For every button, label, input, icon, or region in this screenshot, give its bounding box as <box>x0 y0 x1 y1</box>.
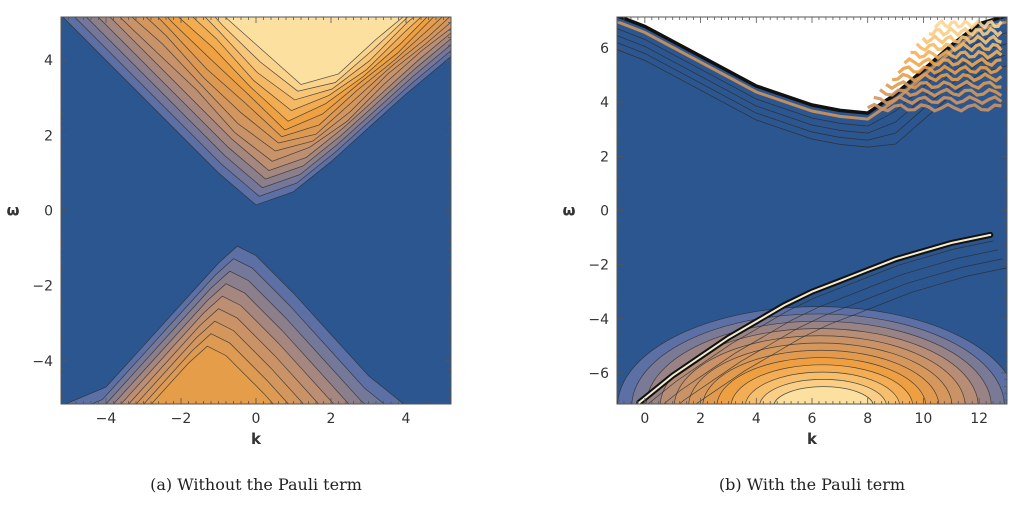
x-tick-label: −2 <box>171 411 192 427</box>
y-tick-label: −4 <box>32 354 53 370</box>
upper-contour-line <box>617 35 1007 134</box>
panel-a-caption: (a) Without the Pauli term <box>150 475 362 494</box>
y-tick-label: −2 <box>32 279 53 295</box>
upper-ripple <box>910 49 1003 60</box>
panel-a-ticks: −4 −2 0 2 4 −4 −2 0 2 4 <box>32 17 452 427</box>
panel-a-ylabel: ω <box>6 202 19 220</box>
upper-ripple <box>885 79 1002 91</box>
x-tick-label: 12 <box>970 411 988 427</box>
upper-ripple <box>928 26 1003 38</box>
panel-a-contour-field <box>61 17 451 404</box>
lower-blob-contour <box>773 386 874 404</box>
pole-side-contour <box>647 240 994 404</box>
x-tick-label: 0 <box>640 411 649 427</box>
x-tick-label: 4 <box>752 411 761 427</box>
upper-ripple <box>897 64 1003 75</box>
upper-white-region <box>620 17 1003 114</box>
y-tick-label: −6 <box>588 366 609 382</box>
y-tick-label: 0 <box>44 204 53 220</box>
upper-ripple <box>921 34 1002 45</box>
panel-b: 0 2 4 6 8 10 12 −6 −4 −2 0 2 4 6 k ω (b) With the Pau… <box>562 16 1008 494</box>
upper-contour-line <box>617 49 1007 148</box>
upper-ripple <box>915 41 1003 53</box>
panel-b-caption: (b) With the Pauli term <box>719 475 905 494</box>
upper-ripple <box>933 18 1003 30</box>
x-tick-label: −4 <box>96 411 117 427</box>
y-tick-label: 2 <box>44 128 53 144</box>
upper-ripple <box>903 57 1002 68</box>
x-tick-label: 8 <box>863 411 872 427</box>
x-tick-label: 2 <box>696 411 705 427</box>
upper-ripple <box>866 102 1002 113</box>
upper-ripple <box>879 87 1003 98</box>
y-tick-label: 2 <box>600 149 609 165</box>
x-tick-label: 6 <box>808 411 817 427</box>
y-tick-label: −4 <box>588 312 609 328</box>
y-tick-label: −2 <box>588 258 609 274</box>
pole-side-contour <box>678 258 1003 404</box>
upper-ripple <box>873 94 1003 106</box>
y-tick-label: 0 <box>600 204 609 220</box>
panel-b-contour-field <box>617 17 1007 404</box>
panel-b-ylabel: ω <box>562 202 575 220</box>
panel-a: −4 −2 0 2 4 −4 −2 0 2 4 k ω (a) Without the Pauli… <box>6 16 452 494</box>
upper-ripple <box>891 72 1003 83</box>
x-tick-label: 0 <box>252 411 261 427</box>
panel-b-ticks: 0 2 4 6 8 10 12 −6 −4 −2 0 2 4 6 <box>588 17 1008 427</box>
x-tick-label: 4 <box>402 411 411 427</box>
pole-side-contour <box>695 267 1007 404</box>
pole-side-contour <box>663 249 998 404</box>
x-tick-label: 10 <box>915 411 933 427</box>
y-tick-label: 4 <box>44 53 53 69</box>
y-tick-label: 6 <box>600 41 609 57</box>
panel-a-xlabel: k <box>251 430 262 448</box>
upper-band-contour <box>224 17 404 85</box>
pole-line-inner <box>638 233 992 404</box>
y-tick-label: 4 <box>600 95 609 111</box>
lower-band-contour <box>150 345 274 404</box>
x-tick-label: 2 <box>327 411 336 427</box>
panel-b-xlabel: k <box>807 430 818 448</box>
